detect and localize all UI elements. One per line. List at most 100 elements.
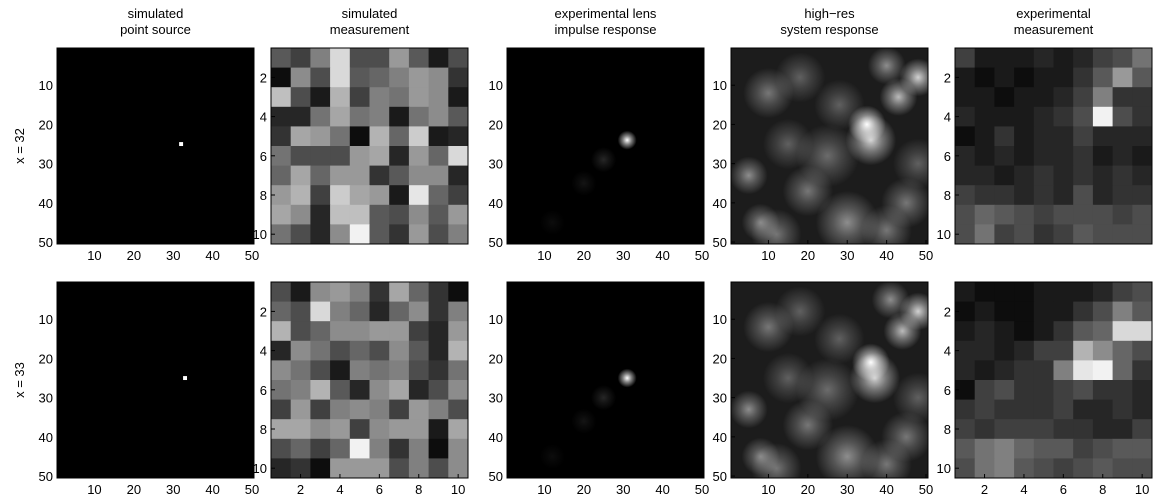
cell: [310, 106, 331, 127]
cell: [290, 87, 311, 108]
cell: [994, 380, 1015, 401]
cell: [1033, 48, 1054, 69]
cell: [369, 340, 390, 361]
cell: [330, 146, 351, 167]
cell: [1053, 458, 1074, 478]
y-tick-label: 10: [713, 78, 727, 93]
cell: [974, 301, 995, 322]
y-tick-label: 40: [489, 430, 503, 445]
cell: [349, 360, 370, 381]
y-tick-label: 6: [944, 383, 951, 398]
cell: [955, 458, 976, 478]
cell: [1112, 282, 1133, 303]
x-tick-label: 30: [840, 248, 854, 263]
cell: [330, 67, 351, 88]
panel-background: [57, 48, 254, 244]
y-tick-label: 20: [713, 117, 727, 132]
cell: [369, 165, 390, 186]
cell: [271, 146, 292, 167]
cell: [994, 282, 1015, 303]
cell: [1053, 87, 1074, 108]
y-tick-label: 8: [944, 422, 951, 437]
cell: [330, 321, 351, 342]
cell: [1014, 282, 1035, 303]
panel-title: system response: [780, 22, 878, 37]
cell: [1132, 106, 1152, 127]
panel: [271, 282, 468, 478]
y-tick-label: 40: [713, 430, 727, 445]
cell: [1092, 458, 1114, 478]
y-tick-label: 6: [944, 149, 951, 164]
cell: [428, 399, 449, 420]
y-tick-label: 2: [260, 70, 267, 85]
cell: [290, 224, 311, 244]
y-tick-label: 20: [489, 351, 503, 366]
cell: [408, 458, 430, 478]
cell: [1132, 126, 1152, 147]
y-tick-label: 50: [39, 235, 53, 250]
cell: [271, 165, 292, 186]
panel: [57, 48, 254, 244]
cell: [994, 321, 1015, 342]
cell: [994, 87, 1015, 108]
x-tick-label: 10: [87, 482, 101, 497]
x-tick-label: 30: [840, 482, 854, 497]
x-tick-label: 10: [537, 482, 551, 497]
cell: [1112, 458, 1133, 478]
x-tick-label: 8: [1099, 482, 1106, 497]
cell: [1014, 438, 1035, 459]
cell: [330, 301, 351, 322]
cell: [389, 360, 410, 381]
cell: [448, 438, 468, 459]
x-tick-label: 20: [127, 482, 141, 497]
x-tick-label: 2: [297, 482, 304, 497]
panel-title: measurement: [330, 22, 410, 37]
cell: [369, 321, 390, 342]
cell: [1112, 126, 1133, 147]
cell: [389, 458, 410, 478]
cell: [1092, 340, 1114, 361]
y-tick-label: 8: [260, 422, 267, 437]
x-tick-label: 50: [919, 482, 933, 497]
cell: [1053, 67, 1074, 88]
blob: [741, 203, 780, 242]
y-tick-label: 40: [713, 196, 727, 211]
cell: [1132, 224, 1152, 244]
cell: [1112, 340, 1133, 361]
y-tick-label: 4: [944, 110, 951, 125]
blob: [741, 437, 780, 476]
cell: [389, 146, 410, 167]
blob: [731, 156, 768, 195]
cell: [974, 87, 995, 108]
cell: [1092, 282, 1114, 303]
cell: [1014, 87, 1035, 108]
x-tick-label: 10: [1135, 482, 1149, 497]
cell: [1014, 340, 1035, 361]
y-tick-label: 50: [713, 235, 727, 250]
cell: [1132, 380, 1152, 401]
y-tick-label: 50: [39, 469, 53, 484]
cell: [974, 106, 995, 127]
x-tick-label: 40: [879, 248, 893, 263]
cell: [955, 67, 976, 88]
cell: [428, 301, 449, 322]
cell: [1132, 321, 1152, 342]
y-tick-label: 10: [39, 78, 53, 93]
y-tick-label: 6: [260, 149, 267, 164]
cell: [1073, 224, 1094, 244]
cell: [428, 380, 449, 401]
cell: [994, 399, 1015, 420]
y-tick-label: 30: [489, 157, 503, 172]
panel: [731, 48, 928, 244]
y-tick-label: 30: [713, 157, 727, 172]
cell: [1112, 438, 1133, 459]
cell: [1073, 146, 1094, 167]
cell: [1014, 48, 1035, 69]
cell: [448, 146, 468, 167]
cell: [974, 340, 995, 361]
cell: [349, 438, 370, 459]
cell: [1092, 67, 1114, 88]
cell: [1073, 399, 1094, 420]
panel-background: [507, 282, 704, 478]
cell: [1014, 301, 1035, 322]
